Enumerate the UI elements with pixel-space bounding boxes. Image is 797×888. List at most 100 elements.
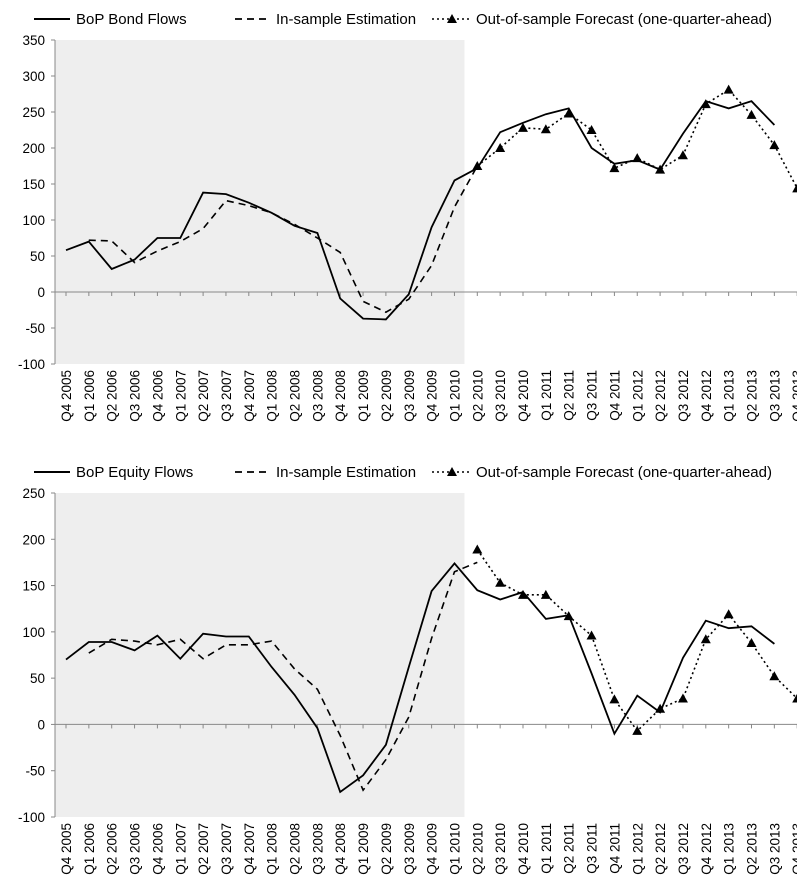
x-tick-label: Q3 2008 <box>310 823 325 875</box>
x-tick-label: Q1 2013 <box>722 823 737 875</box>
bond-series-1-line <box>88 165 478 314</box>
forecast-point-marker <box>609 163 620 173</box>
y-tick-label: 300 <box>22 69 45 84</box>
x-tick-label: Q3 2013 <box>767 823 782 875</box>
legend-label: Out-of-sample Forecast (one-quarter-ahea… <box>476 11 772 28</box>
y-tick-label: 150 <box>22 177 45 192</box>
forecast-point-marker <box>563 611 574 621</box>
x-tick-label: Q4 2011 <box>607 370 622 421</box>
x-tick-label: Q2 2008 <box>288 823 303 875</box>
x-tick-label: Q1 2008 <box>265 823 280 875</box>
x-tick-label: Q4 2008 <box>333 823 348 875</box>
x-tick-label: Q1 2006 <box>82 370 97 422</box>
x-tick-label: Q3 2010 <box>493 370 508 422</box>
x-tick-label: Q4 2006 <box>150 370 165 422</box>
forecast-point-marker <box>472 544 483 554</box>
forecast-point-marker <box>792 693 797 703</box>
x-tick-label: Q1 2006 <box>82 823 97 875</box>
y-tick-label: 250 <box>22 105 45 120</box>
x-tick-label: Q3 2007 <box>219 370 234 422</box>
x-tick-label: Q4 2010 <box>516 370 531 422</box>
y-tick-label: 200 <box>22 532 45 547</box>
y-tick-label: -100 <box>18 357 45 372</box>
forecast-point-marker <box>632 153 643 163</box>
x-tick-label: Q3 2007 <box>219 823 234 875</box>
forecast-point-marker <box>495 143 506 152</box>
x-tick-label: Q1 2011 <box>539 823 554 874</box>
x-tick-label: Q4 2007 <box>242 370 257 422</box>
x-tick-label: Q2 2011 <box>562 823 577 874</box>
x-tick-label: Q4 2007 <box>242 823 257 875</box>
forecast-point-marker <box>518 122 528 132</box>
forecast-point-marker <box>769 671 780 681</box>
y-tick-label: 0 <box>37 717 45 732</box>
equity-series-2-line <box>476 549 797 733</box>
y-tick-label: 50 <box>30 249 45 264</box>
y-tick-label: 50 <box>30 671 45 686</box>
x-tick-label: Q2 2007 <box>196 823 211 875</box>
legend-label: BoP Equity Flows <box>76 464 193 481</box>
bond-series-0-line <box>65 100 776 321</box>
x-tick-label: Q2 2008 <box>288 370 303 422</box>
x-tick-label: Q2 2009 <box>379 370 394 422</box>
forecast-point-marker <box>723 609 734 619</box>
forecast-point-marker <box>655 703 666 713</box>
forecast-point-marker <box>609 694 620 704</box>
legend-label: Out-of-sample Forecast (one-quarter-ahea… <box>476 464 772 481</box>
x-tick-label: Q4 2011 <box>607 823 622 874</box>
y-tick-label: 200 <box>22 141 45 156</box>
y-tick-label: 150 <box>22 579 45 594</box>
x-tick-label: Q1 2008 <box>265 370 280 422</box>
x-tick-label: Q4 2009 <box>425 823 440 875</box>
y-tick-label: 0 <box>37 285 45 300</box>
x-tick-label: Q1 2007 <box>173 823 188 875</box>
x-tick-label: Q2 2013 <box>745 823 760 875</box>
x-tick-label: Q3 2009 <box>402 370 417 422</box>
y-tick-label: -100 <box>18 810 45 825</box>
legend-label: In-sample Estimation <box>276 464 416 481</box>
forecast-point-marker <box>472 161 483 170</box>
legend-triangle-icon <box>447 467 457 476</box>
x-tick-label: Q1 2010 <box>447 370 462 422</box>
x-tick-label: Q3 2012 <box>676 823 691 875</box>
equity-series-1-line <box>88 561 478 792</box>
legend-triangle-icon <box>447 14 457 23</box>
forecast-point-marker <box>677 150 688 160</box>
x-tick-label: Q3 2012 <box>676 370 691 422</box>
x-tick-label: Q4 2006 <box>150 823 165 875</box>
x-tick-label: Q1 2009 <box>356 823 371 875</box>
x-tick-label: Q4 2010 <box>516 823 531 875</box>
x-tick-label: Q4 2005 <box>59 823 74 875</box>
x-tick-label: Q1 2012 <box>630 823 645 875</box>
forecast-point-marker <box>792 183 797 193</box>
forecast-point-marker <box>655 164 666 174</box>
forecast-point-marker <box>746 109 757 119</box>
forecast-point-marker <box>518 589 528 599</box>
equity-flows-chart: -100 -50 0 50 100 150 200 250 Q4 2005 Q1 2006 Q2 2… <box>18 464 797 875</box>
x-tick-label: Q4 2012 <box>699 370 714 422</box>
x-tick-label: Q3 2010 <box>493 823 508 875</box>
x-tick-label: Q4 2012 <box>699 823 714 875</box>
forecast-point-marker <box>677 693 688 703</box>
x-tick-label: Q4 2013 <box>790 370 797 422</box>
forecast-point-marker <box>495 577 506 587</box>
forecast-point-marker <box>632 725 643 735</box>
x-tick-label: Q2 2011 <box>562 370 577 421</box>
x-tick-label: Q2 2007 <box>196 370 211 422</box>
x-tick-label: Q4 2009 <box>425 370 440 422</box>
x-tick-label: Q1 2011 <box>539 370 554 421</box>
forecast-point-marker <box>540 589 551 599</box>
x-tick-label: Q2 2013 <box>745 370 760 422</box>
forecast-point-marker <box>586 630 597 640</box>
x-tick-label: Q4 2005 <box>59 370 74 422</box>
equity-series-0-line <box>65 561 775 794</box>
x-tick-label: Q3 2009 <box>402 823 417 875</box>
y-tick-label: 100 <box>22 625 45 640</box>
forecast-point-marker <box>563 108 574 118</box>
x-tick-label: Q3 2006 <box>128 370 143 422</box>
x-tick-label: Q3 2008 <box>310 370 325 422</box>
x-tick-label: Q1 2012 <box>630 370 645 422</box>
forecast-point-marker <box>769 140 780 150</box>
forecast-point-marker <box>700 99 711 109</box>
